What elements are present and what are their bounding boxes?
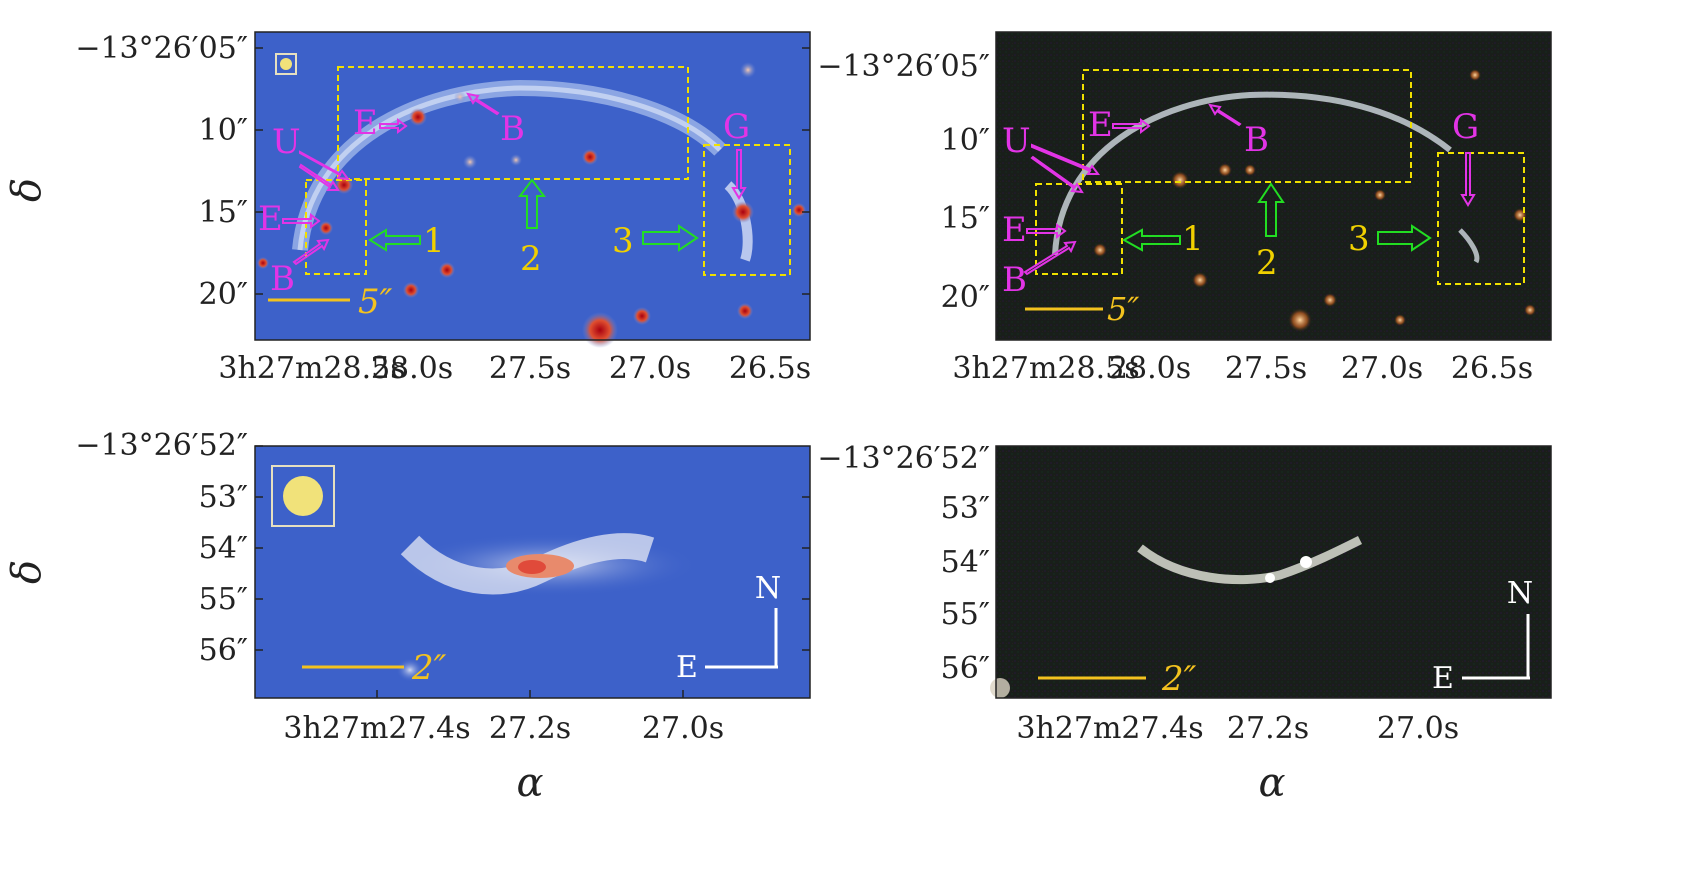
panel-top-right: E B U E B G 1 2 3 5″ [995,31,1552,341]
svg-text:E: E [353,103,378,143]
dec-tick-bl-0: −13°26′52″ [75,428,248,463]
dec-tick-br-2: 54″ [941,545,990,580]
dec-tick-br-3: 55″ [941,597,990,632]
dec-tick-tl-1: 10″ [199,113,248,148]
green-arrows-rgb [1121,182,1432,252]
ra-tick-tl-3: 27.0s [609,351,691,386]
svg-text:3: 3 [612,221,634,261]
ra-tick-tl-0: 3h27m28.5s [218,351,405,386]
region-box-1 [305,179,367,275]
svg-text:1: 1 [1182,219,1204,259]
ra-axis-label-left: α [516,760,543,806]
ra-tick-tl-4: 26.5s [729,351,811,386]
dec-tick-tl-3: 20″ [199,277,248,312]
dec-axis-label-bottom: δ [4,560,50,584]
magenta-arrows [282,92,747,266]
scale-bar-label-rgb: 5″ [1107,290,1139,328]
svg-text:B: B [1002,260,1027,300]
compass-north-rgb: N [1507,576,1533,611]
panel-bottom-left: 2″ N E [254,445,811,699]
magenta-arrows-rgb [1023,103,1476,276]
dec-tick-bl-1: 53″ [199,480,248,515]
ra-axis-label-right: α [1258,760,1285,806]
svg-text:2: 2 [1256,243,1278,283]
svg-text:U: U [272,122,301,162]
lensed-arc-rgb [1052,91,1452,256]
svg-text:3: 3 [1348,219,1370,259]
region-box-3-rgb [1437,152,1525,285]
svg-text:1: 1 [423,221,445,261]
dec-tick-tl-2: 15″ [199,195,248,230]
ra-tick-br-2: 27.0s [1377,711,1459,746]
svg-text:E: E [258,199,283,239]
beam-box-zoom [271,465,335,527]
region-box-2 [337,66,689,180]
dec-tick-tl-0: −13°26′05″ [75,31,248,66]
svg-text:B: B [1244,120,1269,160]
svg-text:E: E [1088,105,1113,145]
dec-tick-tr-2: 15″ [941,201,990,236]
ra-tick-tr-2: 27.5s [1225,351,1307,386]
region-box-1-rgb [1035,183,1123,275]
dec-tick-tr-3: 20″ [941,280,990,315]
compass-north: N [755,571,781,606]
dec-tick-br-0: −13°26′52″ [817,441,990,476]
ra-tick-tr-3: 27.0s [1341,351,1423,386]
beam-marker-zoom [283,476,323,516]
component-labels: E B U E B G 1 2 3 [258,103,750,299]
dec-axis-label-top: δ [4,178,50,202]
ra-tick-tr-0: 3h27m28.5s [952,351,1139,386]
ra-tick-br-0: 3h27m27.4s [1016,711,1203,746]
ra-tick-tl-2: 27.5s [489,351,571,386]
dec-tick-bl-3: 55″ [199,582,248,617]
panel-bottom-right: 2″ N E [990,445,1552,699]
arc-zoom-rgb [1137,535,1363,585]
scale-bar-label-zoom-rgb: 2″ [1161,659,1197,699]
ra-tick-tr-1: 28.0s [1109,351,1191,386]
ra-tick-br-1: 27.2s [1227,711,1309,746]
dec-tick-tr-0: −13°26′05″ [817,49,990,84]
ra-tick-tr-4: 26.5s [1451,351,1533,386]
dec-tick-tr-1: 10″ [941,123,990,158]
svg-text:G: G [723,107,750,147]
svg-text:G: G [1452,107,1479,147]
svg-text:U: U [1002,121,1031,161]
dec-tick-br-4: 56″ [941,651,990,686]
compass-east-rgb: E [1432,661,1454,696]
dec-tick-bl-2: 54″ [199,531,248,566]
svg-text:E: E [1002,210,1027,250]
component-labels-rgb: E B U E B G 1 2 3 [1002,105,1479,300]
dec-tick-br-1: 53″ [941,491,990,526]
svg-text:2: 2 [520,239,542,279]
region-box-2-rgb [1082,69,1412,183]
ra-tick-bl-0: 3h27m27.4s [283,711,470,746]
compass-east: E [676,650,698,685]
beam-marker [280,58,292,70]
beam-box [275,53,297,75]
svg-text:B: B [500,109,525,149]
region-box-3 [703,144,791,276]
panel-top-left: E B U E B G 1 2 3 5″ [254,31,811,348]
svg-text:B: B [270,259,295,299]
ra-tick-tl-1: 28.0s [371,351,453,386]
scale-bar-label: 5″ [358,282,393,322]
dec-tick-bl-4: 56″ [199,633,248,668]
ra-tick-bl-2: 27.0s [642,711,724,746]
ra-tick-bl-1: 27.2s [489,711,571,746]
scale-bar-label-zoom: 2″ [411,648,447,688]
green-arrows [368,178,699,252]
